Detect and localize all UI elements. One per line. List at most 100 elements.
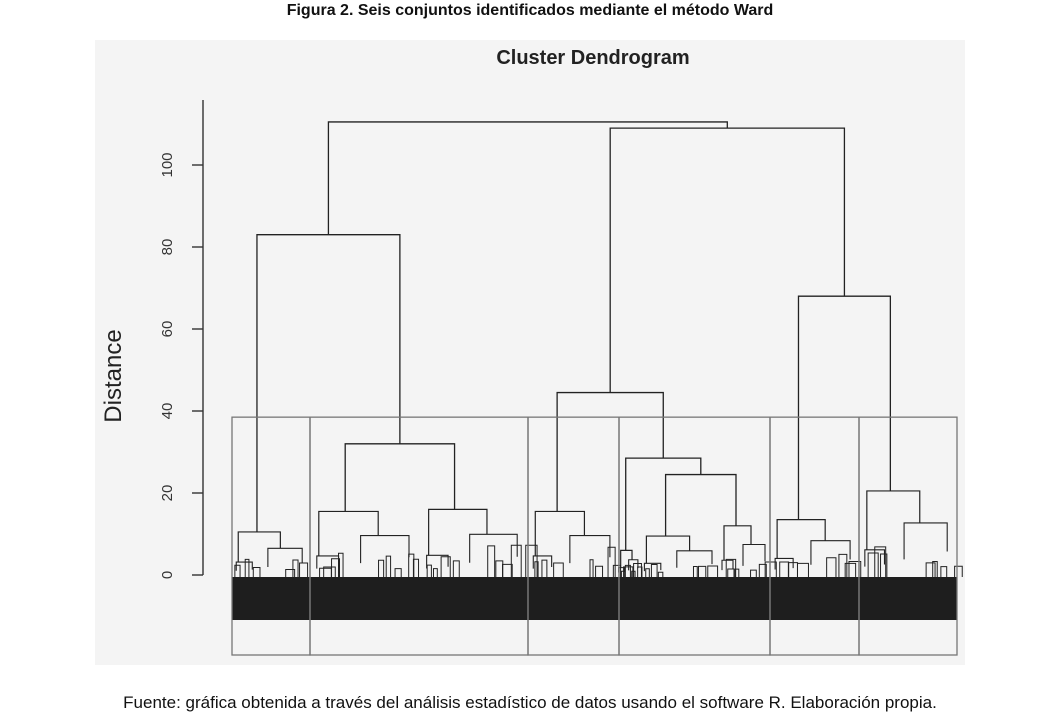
minor-link xyxy=(624,564,631,577)
cluster-boxes xyxy=(231,416,958,656)
minor-link xyxy=(252,566,261,577)
cluster-top-link xyxy=(776,519,826,559)
cluster-sub-link xyxy=(864,549,886,567)
minor-link xyxy=(925,562,936,577)
minor-link xyxy=(502,563,513,577)
minor-link xyxy=(645,568,650,577)
minor-link xyxy=(299,562,309,577)
minor-link xyxy=(541,559,548,577)
leaf-mass xyxy=(232,544,963,620)
cluster-top-link xyxy=(428,508,488,556)
minor-link xyxy=(725,558,737,577)
cluster-sub-link xyxy=(426,554,449,569)
cluster-sub-link xyxy=(810,540,851,565)
minor-link xyxy=(880,553,888,577)
y-axis: 0 20 40 60 80 100 xyxy=(159,100,204,579)
y-tick-label: 40 xyxy=(159,403,176,420)
minor-link xyxy=(553,562,564,577)
minor-link xyxy=(595,565,604,577)
minor-link xyxy=(378,559,385,577)
minor-link xyxy=(331,558,340,577)
minor-link xyxy=(954,565,963,577)
minor-link xyxy=(764,561,777,577)
minor-link xyxy=(432,568,438,577)
minor-link xyxy=(838,553,848,577)
minor-link xyxy=(758,563,767,577)
cluster-sub-link xyxy=(742,543,766,566)
cluster-top-link xyxy=(318,510,379,556)
minor-link xyxy=(319,567,332,577)
minor-link xyxy=(650,563,658,577)
minor-link xyxy=(692,566,698,577)
minor-link xyxy=(867,552,879,577)
minor-link xyxy=(452,560,460,577)
cluster-top-link xyxy=(866,490,921,550)
merge-link-cd xyxy=(556,391,664,512)
cluster-sub-link xyxy=(532,555,553,569)
minor-link xyxy=(612,564,622,577)
source-note: Fuente: gráfica obtenida a través del an… xyxy=(123,693,937,712)
minor-link xyxy=(440,556,451,577)
minor-link xyxy=(589,559,594,577)
leaf-block xyxy=(232,577,957,620)
y-tick-label: 0 xyxy=(159,571,176,579)
minor-link xyxy=(940,566,948,577)
minor-link xyxy=(385,555,392,577)
minor-link xyxy=(495,560,504,577)
dendrogram-links xyxy=(235,121,948,573)
minor-link xyxy=(234,564,241,577)
y-tick-label: 20 xyxy=(159,485,176,502)
minor-link xyxy=(750,569,757,577)
minor-link xyxy=(292,559,299,577)
minor-link xyxy=(394,568,402,577)
cluster-top-link xyxy=(645,535,691,564)
minor-link xyxy=(874,546,887,577)
minor-link xyxy=(285,568,296,577)
merge-link-root xyxy=(327,121,728,235)
minor-link xyxy=(525,544,538,577)
minor-link xyxy=(607,546,616,577)
cluster-sub-link xyxy=(267,547,303,567)
merge-link-ef xyxy=(797,295,892,520)
minor-link xyxy=(826,557,837,577)
minor-link xyxy=(620,570,626,577)
minor-link xyxy=(844,562,857,577)
merge-link-r xyxy=(609,127,846,393)
y-tick-label: 100 xyxy=(159,152,176,177)
merge-link-b xyxy=(344,443,456,512)
cluster-top-link xyxy=(534,510,586,556)
cluster-dendrogram-chart: Cluster Dendrogram Distance 0 20 40 60 80 100 xyxy=(100,47,963,656)
cluster-sub-link xyxy=(316,555,340,569)
cluster-sub-link xyxy=(643,562,662,572)
cluster-sub-link xyxy=(774,557,794,570)
merge-link-l xyxy=(256,234,401,532)
plot-panel xyxy=(95,40,965,665)
minor-link xyxy=(412,558,420,577)
minor-link xyxy=(534,561,539,577)
cluster-sub-link xyxy=(360,535,410,564)
cluster-sub-link xyxy=(628,559,639,571)
cluster-sub-link xyxy=(469,533,518,563)
minor-link xyxy=(796,562,809,577)
minor-link xyxy=(487,545,496,577)
minor-link xyxy=(697,565,707,577)
minor-link xyxy=(727,568,735,577)
y-tick-label: 80 xyxy=(159,239,176,256)
minor-link xyxy=(244,558,250,577)
cluster-top-link xyxy=(723,525,752,561)
minor-link xyxy=(637,566,643,577)
minor-link xyxy=(657,571,664,577)
minor-link xyxy=(848,560,862,577)
chart-title: Cluster Dendrogram xyxy=(496,47,689,69)
cluster-sub-link xyxy=(569,535,611,564)
minor-link xyxy=(734,568,740,577)
cluster-sub-link xyxy=(721,559,734,571)
minor-link xyxy=(707,565,719,577)
y-tick-label: 60 xyxy=(159,321,176,338)
minor-link xyxy=(779,561,790,577)
y-axis-label: Distance xyxy=(100,329,127,422)
minor-link xyxy=(932,561,938,577)
figure-title: Figura 2. Seis conjuntos identificados m… xyxy=(286,2,774,19)
cluster-top-link xyxy=(237,531,281,563)
minor-link xyxy=(323,566,336,577)
